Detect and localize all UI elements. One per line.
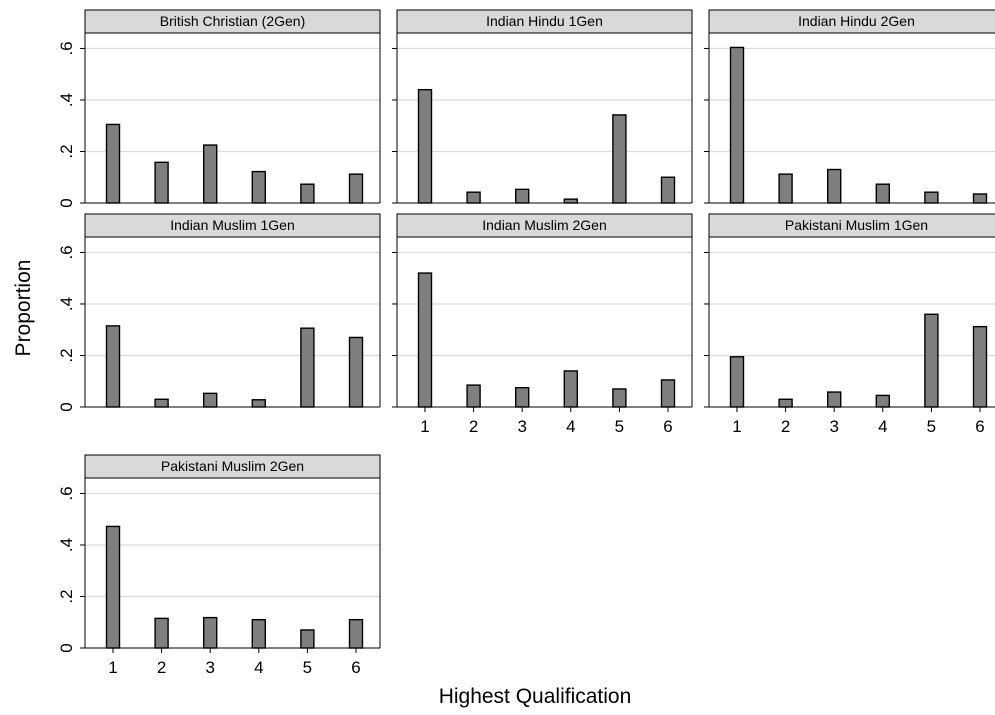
bar	[660, 176, 676, 204]
bar	[300, 183, 315, 204]
x-tick-label: 2	[157, 658, 166, 677]
y-tick-label: .4	[57, 297, 76, 311]
panel-title: Indian Muslim 2Gen	[482, 217, 607, 233]
bar	[924, 191, 939, 204]
panel: Pakistani Muslim 1Gen 1 2 3 4 5 6	[704, 213, 995, 436]
panel: Indian Muslim 2Gen 1 2 3 4 5 6	[392, 213, 693, 436]
panel: Indian Muslim 1Gen 0 .2 .4 .6	[57, 213, 381, 412]
bar	[612, 114, 627, 204]
bar	[972, 325, 988, 408]
bar	[612, 388, 627, 408]
y-tick-label: .2	[57, 144, 76, 158]
y-tick-label: .6	[57, 245, 76, 259]
bar	[729, 46, 745, 204]
x-tick-label: 6	[663, 417, 672, 436]
bar	[154, 617, 169, 649]
bar	[924, 313, 939, 408]
panel: Indian Hindu 1Gen	[392, 9, 693, 204]
x-tick-label: 4	[878, 417, 887, 436]
panel-strip	[708, 9, 995, 34]
x-tick-label: 5	[303, 658, 312, 677]
x-tick-label: 2	[781, 417, 790, 436]
x-tick-label: 4	[254, 658, 263, 677]
panel: Indian Hindu 2Gen	[704, 9, 995, 204]
panel-title: Indian Hindu 1Gen	[486, 13, 603, 29]
bar	[417, 272, 433, 408]
bar	[348, 618, 364, 649]
x-tick-label: 2	[469, 417, 478, 436]
bar	[729, 356, 745, 408]
y-axis-title: Proportion	[12, 260, 35, 357]
bar	[251, 618, 267, 649]
x-tick-label: 1	[732, 417, 741, 436]
bar	[105, 525, 121, 649]
panel-title: Indian Hindu 2Gen	[798, 13, 915, 29]
bar	[154, 161, 169, 204]
y-tick-label: .6	[57, 41, 76, 55]
panel: British Christian (2Gen) 0 .2 .4 .6	[57, 9, 381, 208]
bar	[563, 198, 578, 204]
bar	[300, 327, 315, 408]
x-tick-label: 3	[829, 417, 838, 436]
x-tick-label: 5	[927, 417, 936, 436]
panel-title: Indian Muslim 1Gen	[170, 217, 295, 233]
x-tick-label: 1	[420, 417, 429, 436]
x-tick-label: 3	[205, 658, 214, 677]
panel-strip	[84, 213, 381, 238]
y-tick-label: .2	[57, 348, 76, 362]
y-tick-label: 0	[57, 643, 76, 652]
bar	[202, 616, 218, 649]
panel-strip	[396, 9, 693, 34]
bar	[515, 188, 530, 204]
bar	[348, 336, 364, 408]
x-tick-label: 6	[975, 417, 984, 436]
panel-strip	[84, 9, 381, 34]
bar	[875, 183, 890, 204]
bar	[778, 398, 793, 408]
bar	[105, 123, 121, 204]
bar	[251, 399, 267, 408]
x-tick-label: 3	[517, 417, 526, 436]
panel-strip	[396, 213, 693, 238]
y-tick-label: 0	[57, 198, 76, 207]
bar	[515, 386, 530, 408]
panel-strip	[708, 213, 995, 238]
bar	[466, 191, 481, 204]
bar	[251, 170, 267, 204]
bar	[417, 88, 433, 204]
bar	[827, 391, 842, 408]
bar	[827, 168, 842, 204]
y-tick-label: .4	[57, 93, 76, 107]
bar	[348, 173, 364, 204]
panels-group: British Christian (2Gen) 0 .2 .4 .6 Indian Hi…	[57, 9, 995, 677]
bar	[660, 379, 676, 408]
bar	[105, 325, 121, 408]
bar	[202, 392, 218, 408]
y-tick-label: 0	[57, 402, 76, 411]
x-tick-label: 6	[351, 658, 360, 677]
panel-title: Pakistani Muslim 1Gen	[785, 217, 928, 233]
bar	[875, 394, 890, 408]
panel-strip	[84, 454, 381, 479]
panel-title: British Christian (2Gen)	[160, 13, 306, 29]
x-tick-label: 4	[566, 417, 575, 436]
panel: Pakistani Muslim 2Gen 0 .2 .4 .6 1 2 3 4 5 6	[57, 454, 381, 677]
bar	[154, 398, 169, 408]
y-tick-label: .6	[57, 486, 76, 500]
bar	[563, 370, 578, 408]
bar	[972, 193, 988, 204]
bar	[202, 144, 218, 204]
y-tick-label: .4	[57, 538, 76, 552]
bar	[466, 384, 481, 408]
x-tick-label: 1	[108, 658, 117, 677]
bar	[778, 173, 793, 204]
y-tick-label: .2	[57, 589, 76, 603]
x-axis-title: Highest Qualification	[439, 685, 632, 708]
bar	[300, 629, 315, 649]
panel-title: Pakistani Muslim 2Gen	[161, 458, 304, 474]
x-tick-label: 5	[615, 417, 624, 436]
